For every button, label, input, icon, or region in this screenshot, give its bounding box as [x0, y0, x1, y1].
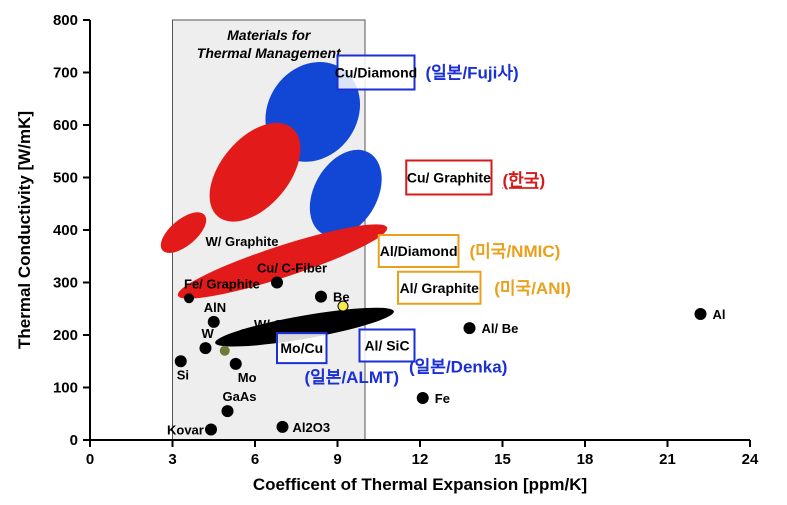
svg-text:0: 0: [70, 432, 78, 449]
svg-text:0: 0: [86, 451, 94, 468]
svg-text:15: 15: [494, 451, 511, 468]
svg-text:AlN: AlN: [204, 300, 226, 315]
svg-text:100: 100: [53, 380, 78, 397]
svg-text:W/ Cu: W/ Cu: [254, 317, 291, 332]
svg-text:600: 600: [53, 117, 78, 134]
svg-text:Si: Si: [177, 367, 189, 382]
svg-text:800: 800: [53, 12, 78, 29]
svg-text:(일본/ALMT): (일본/ALMT): [305, 368, 400, 387]
svg-text:Coefficent of Thermal Expansio: Coefficent of Thermal Expansion [ppm/K]: [253, 475, 587, 494]
svg-text:Thermal Management: Thermal Management: [197, 45, 342, 61]
svg-text:(일본/Fuji사): (일본/Fuji사): [426, 64, 519, 83]
svg-text:GaAs: GaAs: [223, 389, 257, 404]
svg-text:(미국/NMIC): (미국/NMIC): [470, 242, 561, 261]
svg-text:Cu/ Graphite: Cu/ Graphite: [407, 170, 491, 186]
svg-text:Fe: Fe: [435, 391, 450, 406]
svg-text:Al/ SiC: Al/ SiC: [364, 338, 409, 354]
svg-text:Cu/Diamond: Cu/Diamond: [335, 65, 417, 81]
svg-text:6: 6: [251, 451, 259, 468]
svg-text:Materials for: Materials for: [227, 27, 312, 43]
svg-text:18: 18: [577, 451, 594, 468]
svg-text:W: W: [202, 326, 215, 341]
svg-text:700: 700: [53, 65, 78, 82]
svg-text:12: 12: [412, 451, 429, 468]
svg-text:Al/ Be: Al/ Be: [482, 321, 519, 336]
svg-text:(일본/Denka): (일본/Denka): [409, 358, 507, 377]
svg-text:Kovar: Kovar: [167, 423, 204, 438]
svg-text:Al/Diamond: Al/Diamond: [380, 243, 458, 259]
svg-text:CPC: CPC: [339, 312, 367, 327]
svg-text:9: 9: [333, 451, 341, 468]
chart-svg: Materials for Thermal Management 0 3 6 9 12 15 1…: [0, 0, 787, 505]
svg-text:Cu/ C-Fiber: Cu/ C-Fiber: [257, 261, 327, 276]
svg-text:Mo/Cu: Mo/Cu: [280, 340, 323, 356]
svg-text:Fe/ Graphite: Fe/ Graphite: [184, 276, 260, 291]
svg-text:W/ Graphite: W/ Graphite: [206, 234, 279, 249]
svg-text:500: 500: [53, 170, 78, 187]
thermal-materials-chart: Materials for Thermal Management 0 3 6 9 12 15 1…: [0, 0, 787, 505]
svg-text:(한국): (한국): [503, 171, 546, 190]
svg-text:24: 24: [742, 451, 759, 468]
svg-text:400: 400: [53, 222, 78, 239]
svg-text:Al/ Graphite: Al/ Graphite: [400, 280, 480, 296]
svg-text:300: 300: [53, 275, 78, 292]
svg-text:3: 3: [168, 451, 176, 468]
svg-text:Al2O3: Al2O3: [293, 420, 331, 435]
svg-text:Thermal Conductivity [W/mK]: Thermal Conductivity [W/mK]: [15, 111, 34, 349]
svg-text:Al: Al: [713, 307, 726, 322]
svg-text:(미국/ANI): (미국/ANI): [494, 279, 571, 298]
svg-text:21: 21: [659, 451, 676, 468]
svg-text:Mo: Mo: [238, 370, 257, 385]
svg-text:200: 200: [53, 327, 78, 344]
